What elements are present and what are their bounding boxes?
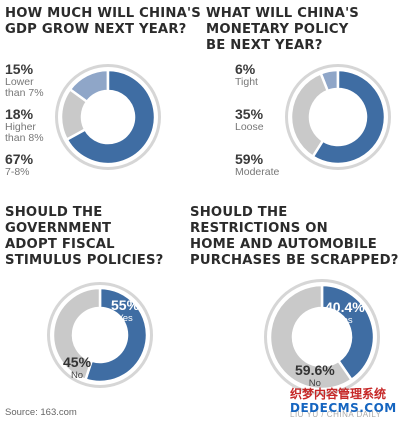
chart-2-label-tight-pct: 6% bbox=[235, 61, 256, 77]
chart-3-label-no-line-1: No bbox=[70, 370, 84, 381]
chart-2-donut bbox=[285, 64, 391, 170]
chart-1-slice-2 bbox=[59, 87, 89, 142]
chart-3-label-no: 45% No bbox=[63, 354, 92, 382]
chart-2-title-line-2: MONETARY POLICY bbox=[206, 22, 349, 37]
chart-4-donut bbox=[264, 279, 380, 395]
watermark-line-1: 织梦内容管理系统 bbox=[290, 387, 387, 401]
chart-1-outer-ring bbox=[55, 64, 161, 170]
chart-3-slice-2 bbox=[51, 286, 102, 382]
chart-1-label-lower-pct: 15% bbox=[5, 61, 34, 77]
chart-3-label-no-pct: 45% bbox=[63, 354, 92, 370]
chart-2-label-moderate-pct: 59% bbox=[235, 151, 264, 167]
chart-4-title: SHOULD THE RESTRICTIONS ON HOME AND AUTO… bbox=[190, 205, 399, 269]
chart-3-donut bbox=[47, 282, 153, 388]
chart-2-slice-3 bbox=[311, 68, 387, 166]
chart-2-label-tight-line-1: Tight bbox=[235, 76, 258, 88]
chart-2-label-loose-line-1: Loose bbox=[235, 121, 264, 133]
chart-1-title-line-2: GDP GROW NEXT YEAR? bbox=[5, 22, 187, 37]
chart-2-label-moderate-line-1: Moderate bbox=[235, 166, 280, 178]
chart-3-title-line-3: ADOPT FISCAL bbox=[5, 237, 115, 252]
chart-4-title-line-1: SHOULD THE bbox=[190, 205, 288, 220]
chart-1-label-higher-line-2: than 8% bbox=[5, 132, 44, 144]
chart-4-slice-2 bbox=[268, 283, 354, 391]
chart-4-label-no-pct: 59.6% bbox=[295, 362, 335, 378]
chart-3-title-line-4: STIMULUS POLICIES? bbox=[5, 253, 164, 268]
chart-3-title: SHOULD THE GOVERNMENT ADOPT FISCAL STIMU… bbox=[5, 205, 164, 269]
chart-1-label-mid-line-1: 7-8% bbox=[5, 166, 30, 178]
chart-4-outer-ring bbox=[264, 279, 380, 395]
chart-1-label-mid-pct: 67% bbox=[5, 151, 34, 167]
chart-2-title: WHAT WILL CHINA'S MONETARY POLICY BE NEX… bbox=[206, 6, 359, 54]
chart-1-title: HOW MUCH WILL CHINA'S GDP GROW NEXT YEAR… bbox=[5, 6, 201, 38]
source-note: Source: 163.com bbox=[5, 407, 77, 418]
chart-2-outer-ring bbox=[285, 64, 391, 170]
credit-line: LIU YU / CHINA DAILY bbox=[290, 410, 382, 419]
chart-1-label-lower: 15% Lower than 7% bbox=[5, 62, 44, 99]
chart-4-label-yes: 40.4% Yes bbox=[325, 299, 365, 327]
chart-1-label-higher-pct: 18% bbox=[5, 106, 34, 122]
chart-4-title-line-2: RESTRICTIONS ON bbox=[190, 221, 328, 236]
chart-1-donut bbox=[55, 64, 161, 170]
chart-4-slice-1 bbox=[320, 283, 376, 382]
chart-1-label-higher: 18% Higher than 8% bbox=[5, 107, 44, 144]
chart-1-label-higher-line-1: Higher bbox=[5, 121, 36, 133]
chart-1-label-lower-line-1: Lower bbox=[5, 76, 34, 88]
chart-2-label-loose: 35% Loose bbox=[235, 107, 264, 133]
chart-3-label-yes-line-1: Yes bbox=[117, 313, 133, 324]
chart-4-label-yes-line-1: Yes bbox=[337, 315, 353, 326]
chart-4-label-no-line-1: No bbox=[308, 378, 321, 389]
chart-4-label-yes-pct: 40.4% bbox=[325, 299, 365, 315]
chart-3-label-yes: 55% Yes bbox=[111, 297, 140, 325]
chart-1-title-line-1: HOW MUCH WILL CHINA'S bbox=[5, 6, 201, 21]
chart-1-slice-3 bbox=[65, 68, 157, 166]
chart-4-title-line-3: HOME AND AUTOMOBILE bbox=[190, 237, 377, 252]
chart-3-title-line-1: SHOULD THE bbox=[5, 205, 103, 220]
chart-2-label-tight: 6% Tight bbox=[235, 62, 258, 88]
chart-3-title-line-2: GOVERNMENT bbox=[5, 221, 112, 236]
chart-2-slice-2 bbox=[289, 71, 330, 159]
watermark-line-2: DEDECMS.COM bbox=[290, 401, 397, 415]
chart-4-label-no: 59.6% No bbox=[295, 362, 335, 390]
chart-3-outer-ring bbox=[47, 282, 153, 388]
chart-1-label-lower-line-2: than 7% bbox=[5, 87, 44, 99]
chart-2-title-line-1: WHAT WILL CHINA'S bbox=[206, 6, 360, 21]
chart-3-slice-1 bbox=[83, 286, 149, 384]
chart-1-label-mid: 67% 7-8% bbox=[5, 152, 33, 178]
chart-2-label-loose-pct: 35% bbox=[235, 106, 264, 122]
chart-3-label-yes-pct: 55% bbox=[111, 297, 140, 313]
chart-4-title-line-4: PURCHASES BE SCRAPPED? bbox=[190, 253, 399, 268]
watermark: 织梦内容管理系统 DEDECMS.COM bbox=[290, 385, 398, 423]
chart-2-title-line-3: BE NEXT YEAR? bbox=[206, 38, 323, 53]
chart-2-label-moderate: 59% Moderate bbox=[235, 152, 279, 178]
